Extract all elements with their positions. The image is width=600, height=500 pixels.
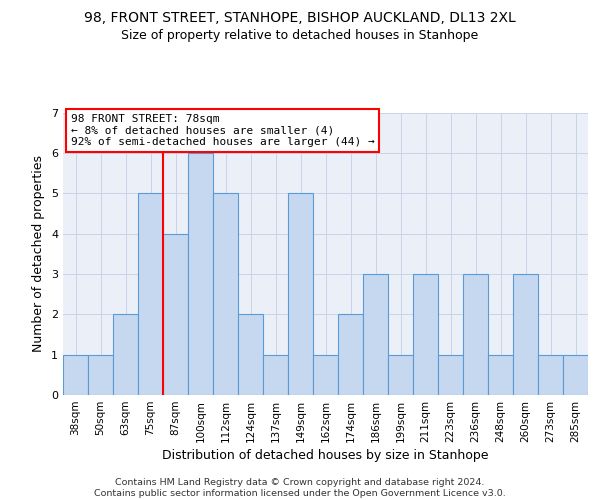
Bar: [413, 274, 438, 395]
Bar: [363, 274, 388, 395]
Bar: [188, 153, 213, 395]
Bar: [213, 193, 238, 395]
Bar: [463, 274, 488, 395]
Bar: [288, 193, 313, 395]
Bar: [513, 274, 538, 395]
Bar: [88, 354, 113, 395]
Bar: [313, 354, 338, 395]
Bar: [538, 354, 563, 395]
Bar: [63, 354, 88, 395]
Bar: [388, 354, 413, 395]
Y-axis label: Number of detached properties: Number of detached properties: [32, 155, 46, 352]
Bar: [263, 354, 288, 395]
X-axis label: Distribution of detached houses by size in Stanhope: Distribution of detached houses by size …: [162, 449, 489, 462]
Text: Size of property relative to detached houses in Stanhope: Size of property relative to detached ho…: [121, 28, 479, 42]
Bar: [113, 314, 138, 395]
Bar: [488, 354, 513, 395]
Text: Contains HM Land Registry data © Crown copyright and database right 2024.
Contai: Contains HM Land Registry data © Crown c…: [94, 478, 506, 498]
Bar: [338, 314, 363, 395]
Bar: [163, 234, 188, 395]
Bar: [563, 354, 588, 395]
Text: 98, FRONT STREET, STANHOPE, BISHOP AUCKLAND, DL13 2XL: 98, FRONT STREET, STANHOPE, BISHOP AUCKL…: [84, 11, 516, 25]
Text: 98 FRONT STREET: 78sqm
← 8% of detached houses are smaller (4)
92% of semi-detac: 98 FRONT STREET: 78sqm ← 8% of detached …: [71, 114, 374, 147]
Bar: [438, 354, 463, 395]
Bar: [138, 193, 163, 395]
Bar: [238, 314, 263, 395]
